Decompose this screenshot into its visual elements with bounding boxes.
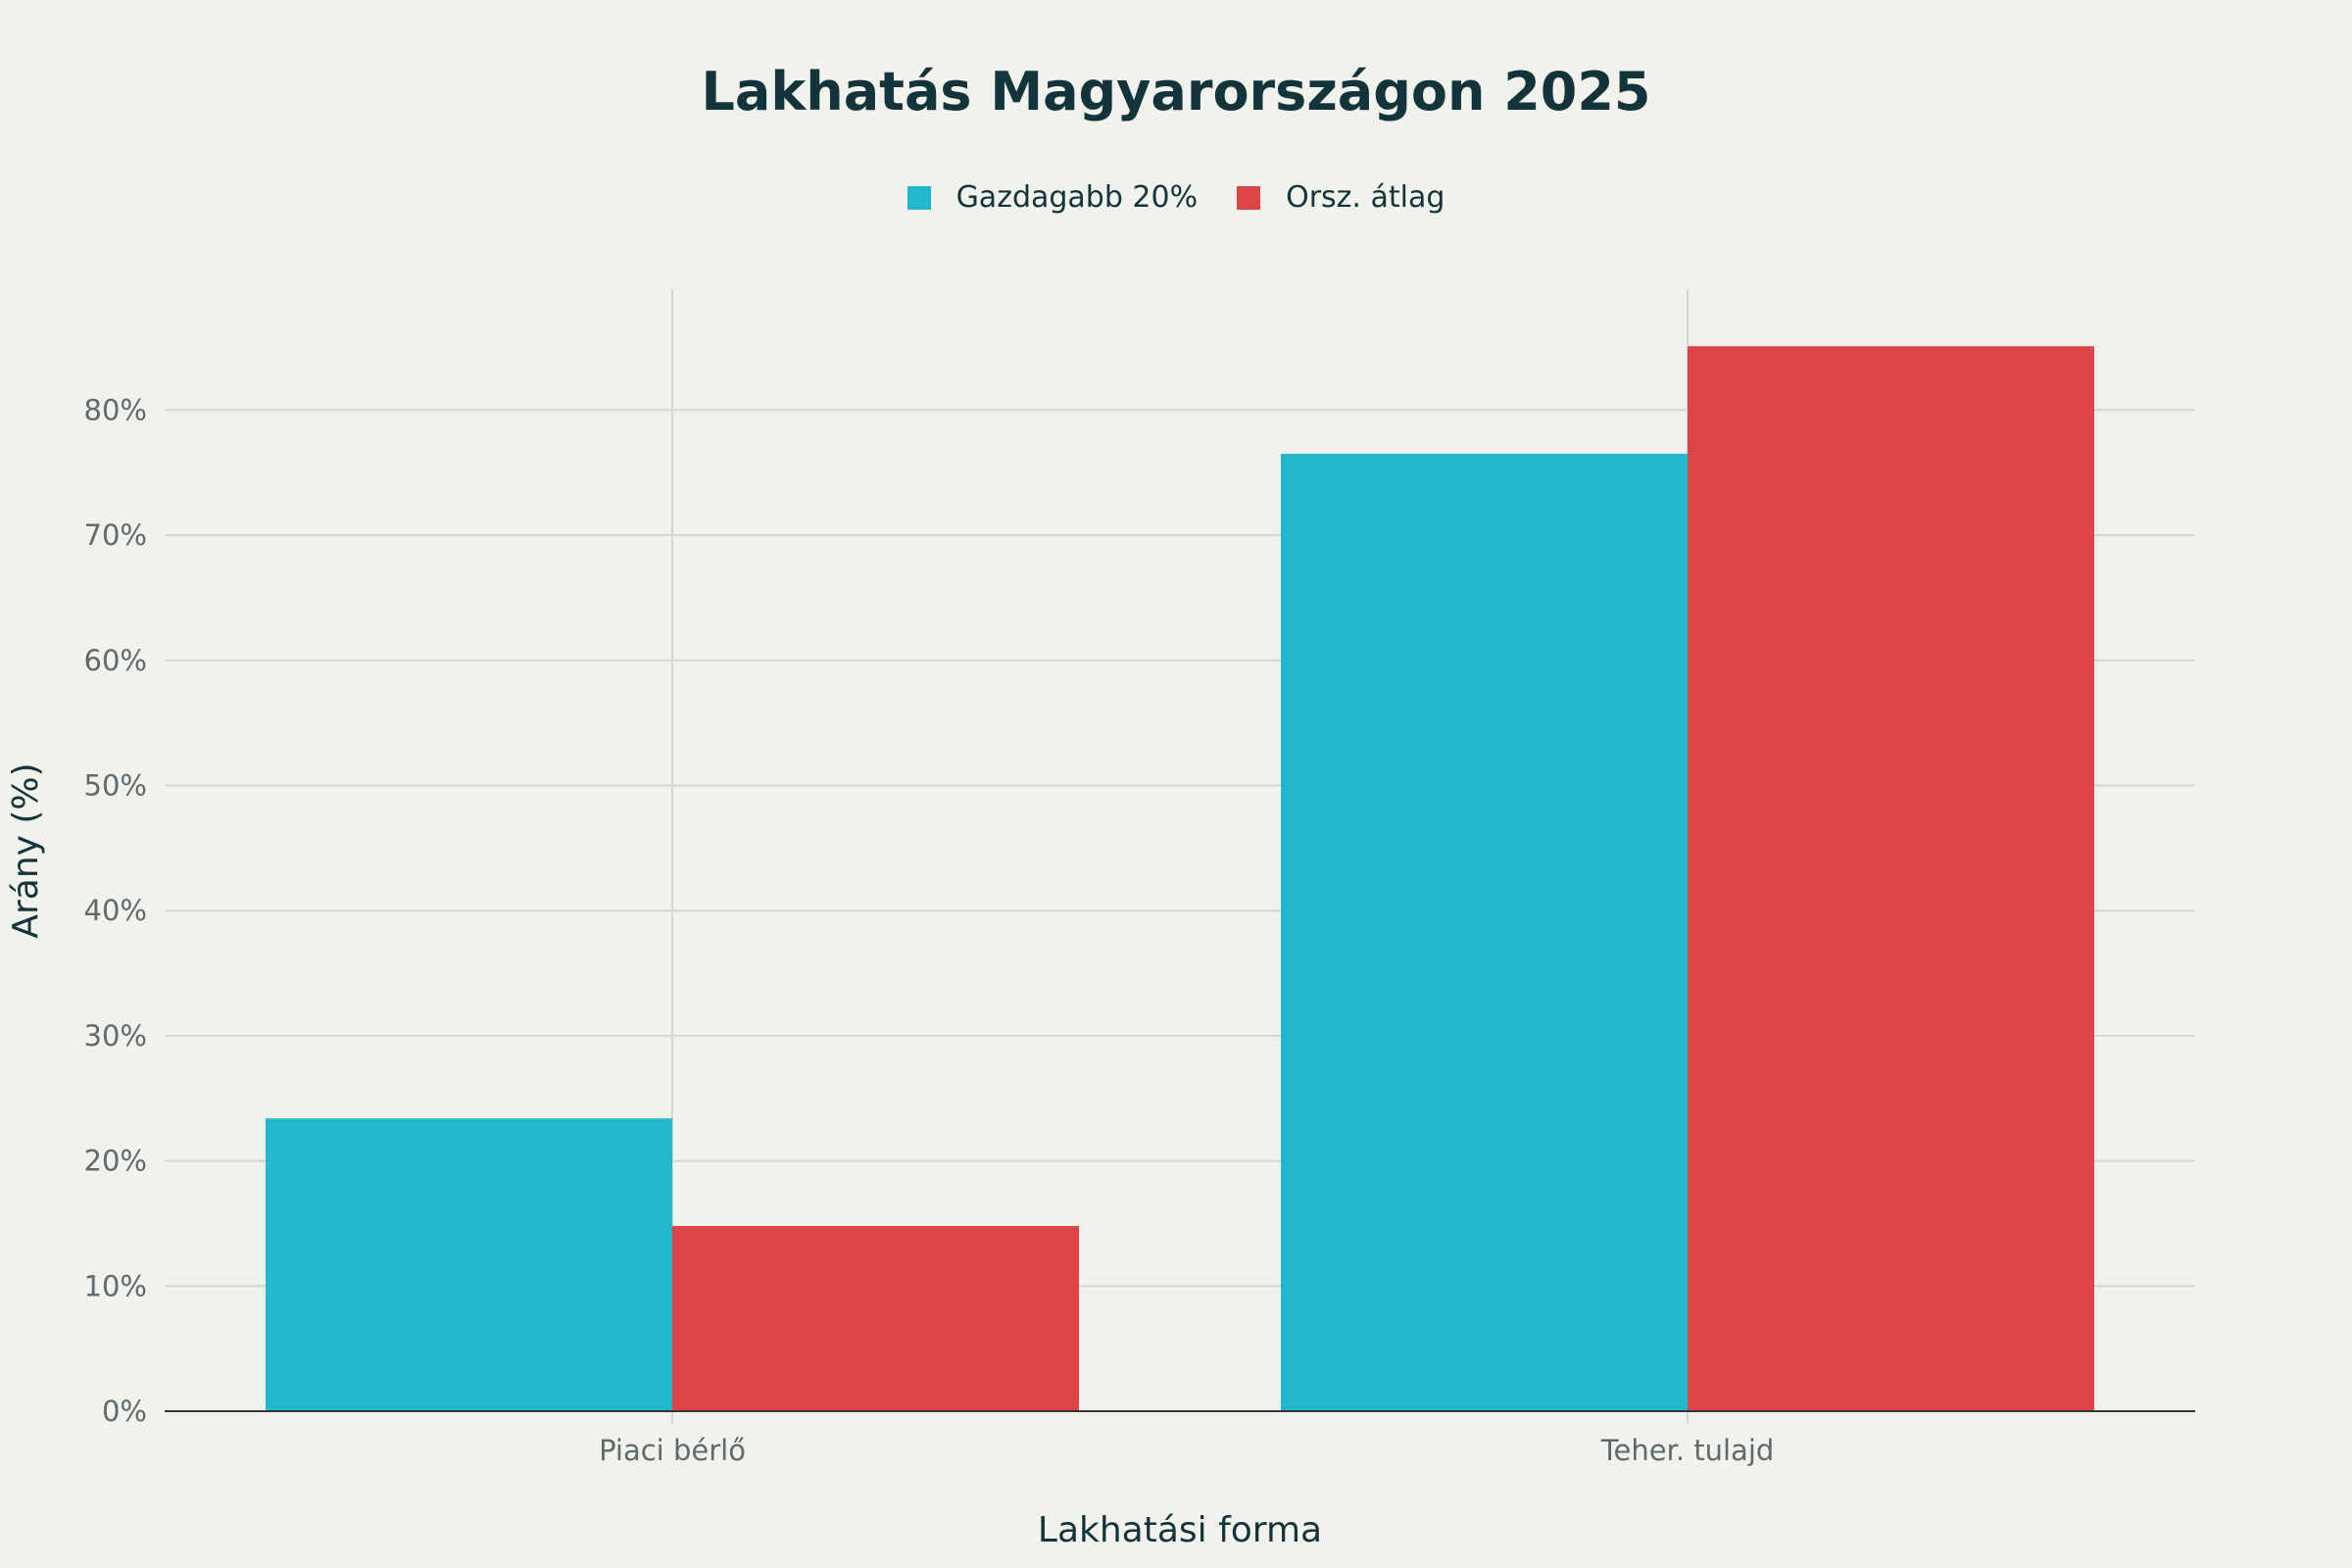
y-axis-title: Arány (%) (6, 762, 46, 938)
y-tick-label: 60% (84, 644, 147, 677)
y-tick-label: 30% (84, 1019, 147, 1053)
bar-orszagos-1 (1688, 346, 2094, 1412)
y-tick-label: 70% (84, 518, 147, 552)
bar-gazdagabb-1 (1281, 454, 1688, 1412)
y-tick-label: 10% (84, 1269, 147, 1302)
x-tick-label: Teher. tulajd (1600, 1434, 1775, 1467)
legend-label: Orsz. átlag (1286, 180, 1446, 215)
y-tick-label: 80% (84, 393, 147, 426)
x-axis-title: Lakhatási forma (1038, 1510, 1322, 1550)
legend-swatch (906, 185, 931, 210)
legend-item-gazdagabb[interactable]: Gazdagabb 20% (906, 180, 1199, 215)
y-tick-label: 0% (102, 1395, 147, 1428)
legend-item-orszagos[interactable]: Orsz. átlag (1237, 180, 1445, 215)
bar-orszagos-0 (672, 1226, 1079, 1411)
legend: Gazdagabb 20% Orsz. átlag (0, 180, 2352, 215)
y-tick-label: 50% (84, 769, 147, 803)
chart-title: Lakhatás Magyarországon 2025 (701, 61, 1651, 122)
y-tick-label: 20% (84, 1145, 147, 1178)
y-tick-label: 40% (84, 894, 147, 927)
legend-label: Gazdagabb 20% (956, 180, 1199, 215)
x-tick-label: Piaci bérlő (599, 1434, 746, 1467)
bar-gazdagabb-0 (266, 1118, 672, 1411)
legend-swatch (1237, 185, 1261, 210)
